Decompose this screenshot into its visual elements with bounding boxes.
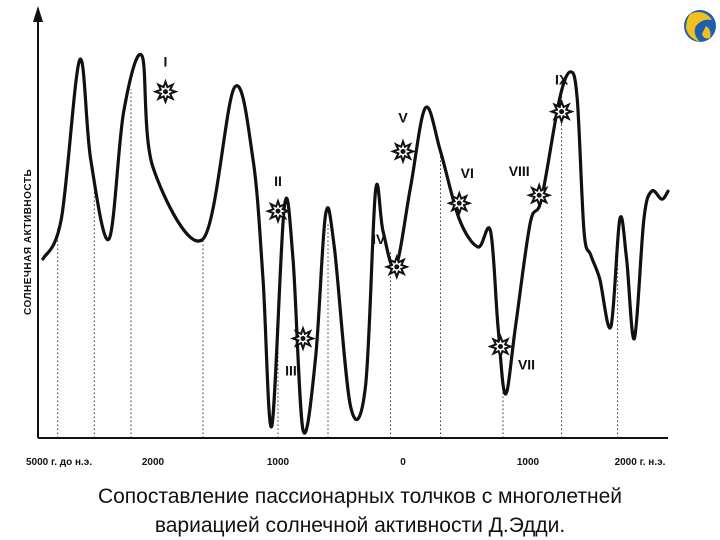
- marker-iv: IV: [372, 231, 410, 280]
- marker-label: VII: [518, 356, 535, 372]
- x-tick-label: 0: [400, 457, 406, 468]
- marker-label: VIII: [509, 163, 530, 179]
- star-core: [300, 336, 306, 341]
- star-core: [498, 343, 503, 349]
- x-tick-label: 1000: [517, 457, 540, 468]
- marker-viii: VIII: [509, 163, 553, 209]
- figure-caption: Сопоставление пассионарных толчков с мно…: [0, 482, 720, 540]
- marker-iii: III: [285, 325, 317, 379]
- marker-label: III: [285, 363, 297, 379]
- marker-label: V: [398, 109, 408, 125]
- chart: СОЛНЕЧНАЯ АКТИВНОСТЬ 5000 г. до н.э. 2000…: [23, 6, 670, 468]
- marker-i: I: [152, 54, 179, 105]
- marker-v: V: [390, 109, 416, 165]
- solar-activity-line: [41, 52, 670, 435]
- star-core: [275, 208, 281, 214]
- star-core: [456, 200, 462, 206]
- x-tick-label: 2000: [142, 457, 165, 468]
- star-core: [536, 192, 542, 198]
- marker-vi: VI: [446, 165, 474, 217]
- marker-label: IV: [372, 231, 386, 247]
- caption-line-2: вариацией солнечной активности Д.Эдди.: [154, 514, 566, 537]
- marker-ii: II: [265, 173, 291, 225]
- star-core: [400, 148, 406, 154]
- marker-label: I: [164, 54, 168, 70]
- star-core: [163, 89, 168, 95]
- marker-label: IX: [555, 72, 569, 88]
- y-axis-arrow: [33, 6, 43, 22]
- star-core: [559, 109, 565, 115]
- globe-logo-icon: [684, 10, 716, 42]
- caption-line-1: Сопоставление пассионарных толчков с мно…: [97, 485, 623, 508]
- marker-vii: VII: [487, 333, 535, 372]
- vertical-guides: [57, 89, 619, 438]
- marker-label: VI: [461, 165, 474, 181]
- star-core: [394, 264, 400, 270]
- x-tick-label: 1000: [267, 457, 290, 468]
- x-axis-ticks: 5000 г. до н.э. 2000 1000 0 1000 2000 г. н.э.: [26, 457, 666, 468]
- x-tick-label: 2000 г. н.э.: [615, 457, 666, 468]
- marker-ix: IX: [548, 72, 575, 125]
- y-axis-label: СОЛНЕЧНАЯ АКТИВНОСТЬ: [23, 169, 34, 315]
- marker-label: II: [274, 173, 282, 189]
- x-tick-label: 5000 г. до н.э.: [26, 457, 92, 468]
